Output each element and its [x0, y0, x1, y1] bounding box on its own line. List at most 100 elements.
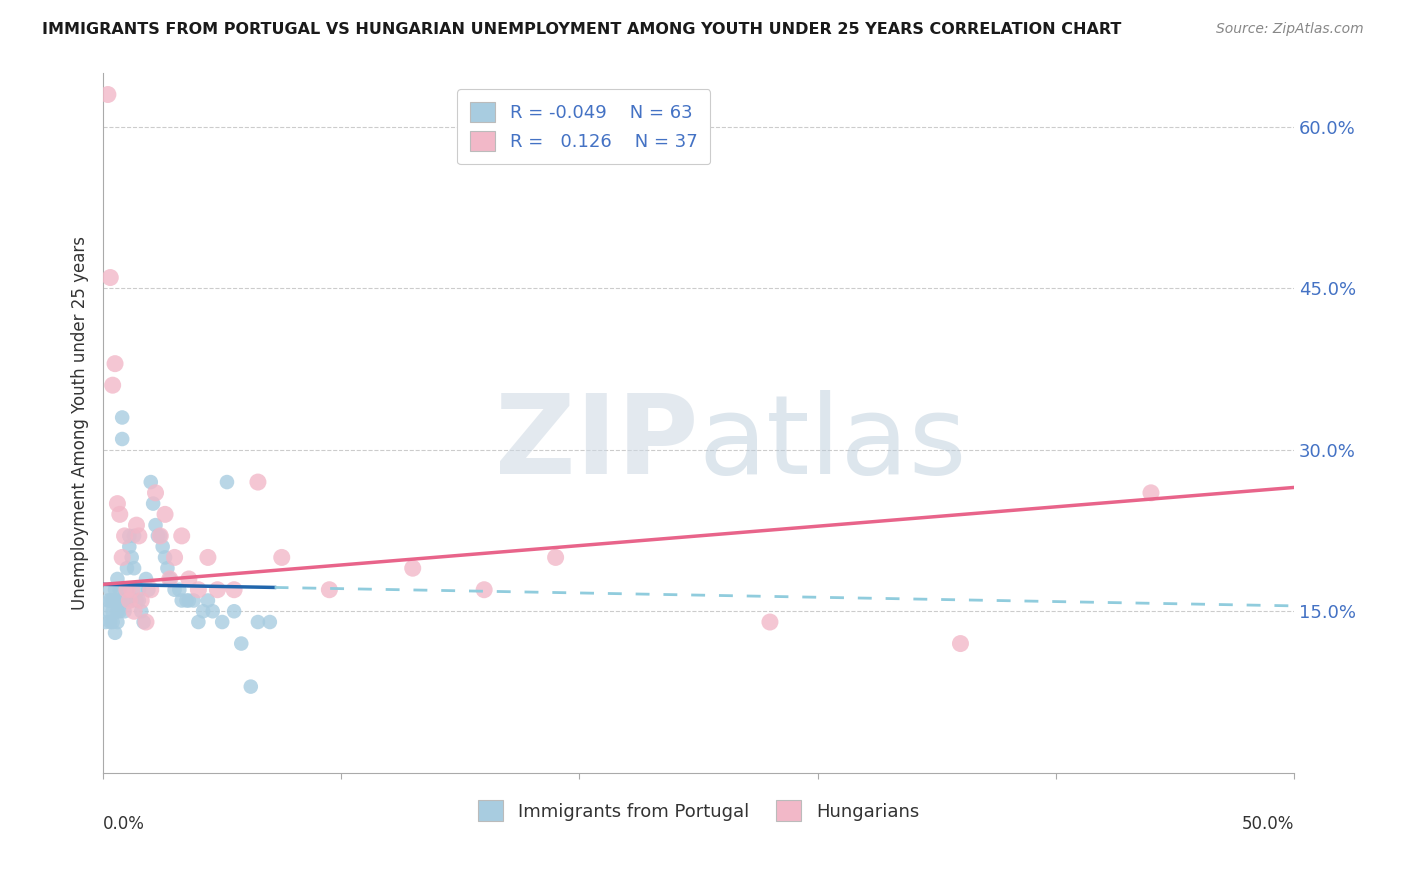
- Point: [211, 615, 233, 629]
- Point: [108, 582, 131, 597]
- Text: 0.0%: 0.0%: [103, 814, 145, 833]
- Point: [115, 582, 138, 597]
- Point: [318, 582, 340, 597]
- Point: [111, 550, 134, 565]
- Point: [176, 593, 198, 607]
- Point: [472, 582, 495, 597]
- Point: [97, 593, 120, 607]
- Point: [129, 604, 152, 618]
- Point: [544, 550, 567, 565]
- Point: [122, 604, 145, 618]
- Point: [224, 604, 246, 618]
- Text: 50.0%: 50.0%: [1241, 814, 1294, 833]
- Point: [231, 636, 253, 650]
- Point: [759, 615, 782, 629]
- Point: [163, 582, 186, 597]
- Point: [132, 615, 155, 629]
- Point: [115, 582, 138, 597]
- Point: [159, 572, 181, 586]
- Point: [170, 593, 193, 607]
- Point: [138, 582, 160, 597]
- Point: [139, 475, 162, 489]
- Text: IMMIGRANTS FROM PORTUGAL VS HUNGARIAN UNEMPLOYMENT AMONG YOUTH UNDER 25 YEARS CO: IMMIGRANTS FROM PORTUGAL VS HUNGARIAN UN…: [42, 22, 1122, 37]
- Point: [224, 582, 246, 597]
- Point: [246, 475, 269, 489]
- Point: [118, 593, 141, 607]
- Point: [107, 572, 129, 586]
- Point: [191, 604, 214, 618]
- Point: [145, 518, 167, 533]
- Point: [270, 550, 292, 565]
- Point: [215, 475, 238, 489]
- Point: [125, 593, 148, 607]
- Point: [108, 604, 131, 618]
- Point: [98, 270, 121, 285]
- Point: [121, 582, 143, 597]
- Point: [142, 497, 165, 511]
- Point: [98, 582, 121, 597]
- Point: [107, 497, 129, 511]
- Point: [122, 529, 145, 543]
- Point: [122, 561, 145, 575]
- Point: [118, 529, 141, 543]
- Text: Source: ZipAtlas.com: Source: ZipAtlas.com: [1216, 22, 1364, 37]
- Point: [107, 615, 129, 629]
- Point: [111, 410, 134, 425]
- Point: [187, 615, 209, 629]
- Legend: Immigrants from Portugal, Hungarians: Immigrants from Portugal, Hungarians: [465, 788, 932, 834]
- Point: [197, 593, 219, 607]
- Point: [149, 529, 172, 543]
- Point: [159, 572, 181, 586]
- Point: [128, 582, 150, 597]
- Point: [183, 593, 205, 607]
- Point: [97, 87, 120, 102]
- Point: [114, 593, 136, 607]
- Point: [128, 529, 150, 543]
- Point: [135, 572, 157, 586]
- Point: [107, 604, 129, 618]
- Point: [163, 550, 186, 565]
- Point: [153, 508, 176, 522]
- Point: [187, 582, 209, 597]
- Point: [101, 615, 124, 629]
- Point: [146, 529, 169, 543]
- Point: [169, 582, 191, 597]
- Point: [207, 582, 229, 597]
- Point: [104, 582, 127, 597]
- Point: [152, 540, 174, 554]
- Point: [108, 593, 131, 607]
- Point: [129, 593, 152, 607]
- Point: [1140, 486, 1163, 500]
- Point: [246, 615, 269, 629]
- Point: [153, 550, 176, 565]
- Point: [101, 378, 124, 392]
- Point: [402, 561, 425, 575]
- Text: ZIP: ZIP: [495, 391, 699, 498]
- Point: [98, 593, 121, 607]
- Point: [145, 486, 167, 500]
- Point: [259, 615, 281, 629]
- Point: [125, 518, 148, 533]
- Point: [114, 604, 136, 618]
- Point: [128, 593, 150, 607]
- Point: [111, 432, 134, 446]
- Point: [201, 604, 224, 618]
- Point: [104, 625, 127, 640]
- Point: [149, 529, 172, 543]
- Point: [114, 529, 136, 543]
- Point: [97, 604, 120, 618]
- Point: [135, 615, 157, 629]
- Point: [121, 593, 143, 607]
- Point: [98, 615, 121, 629]
- Text: atlas: atlas: [699, 391, 967, 498]
- Point: [170, 529, 193, 543]
- Point: [104, 593, 127, 607]
- Point: [197, 550, 219, 565]
- Point: [121, 550, 143, 565]
- Point: [104, 357, 127, 371]
- Point: [101, 593, 124, 607]
- Point: [156, 561, 179, 575]
- Point: [115, 561, 138, 575]
- Point: [949, 636, 972, 650]
- Point: [177, 572, 200, 586]
